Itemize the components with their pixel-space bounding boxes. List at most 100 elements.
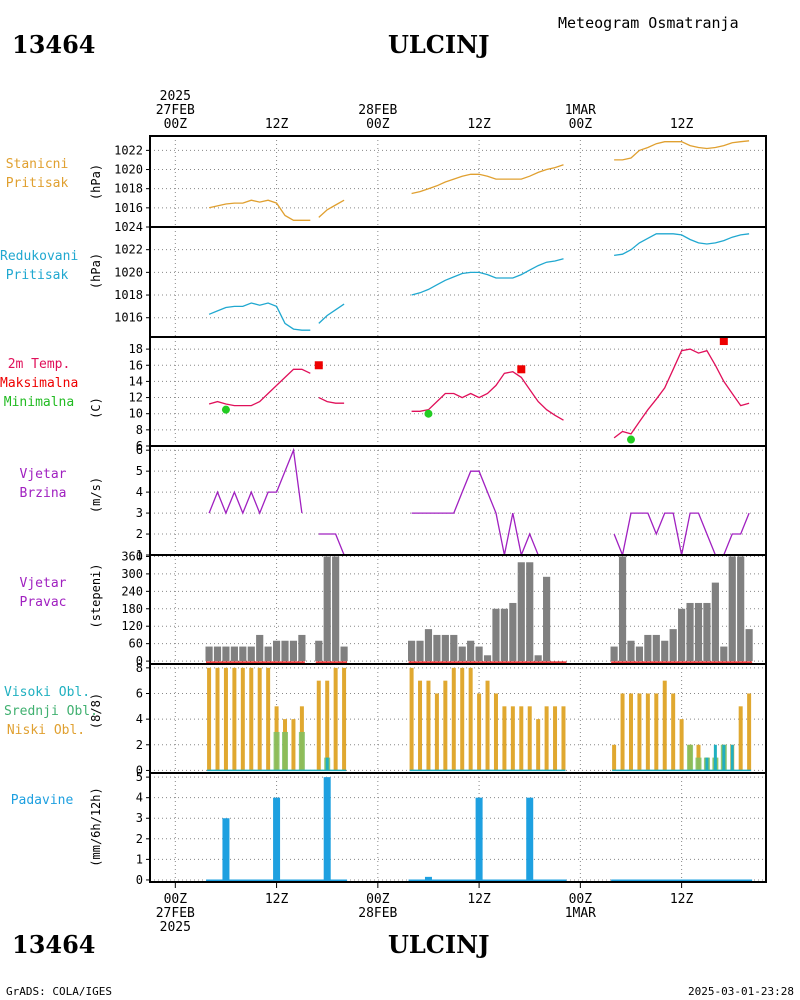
panel-label-wind-speed: Vjetar Brzina bbox=[8, 465, 78, 503]
wind-direction-bar bbox=[669, 629, 677, 662]
panel-label-reduced-pressure: Redukovani Pritisak bbox=[0, 247, 79, 285]
low-cloud-bar bbox=[325, 680, 330, 771]
panel-border bbox=[149, 445, 767, 556]
wind-direction-bar bbox=[652, 634, 660, 662]
low-cloud-bar bbox=[240, 667, 245, 771]
footer-station-id: 13464 bbox=[12, 930, 96, 959]
low-cloud-bar bbox=[409, 667, 414, 771]
mid-cloud-bar bbox=[273, 731, 280, 771]
panel-label-line: Minimalna bbox=[3, 395, 75, 410]
wind-direction-bar bbox=[239, 646, 247, 662]
low-cloud-bar bbox=[679, 719, 684, 771]
precip-bar bbox=[323, 777, 331, 880]
bottom-time-label: 28FEB bbox=[358, 906, 397, 921]
high-cloud-bar bbox=[713, 744, 717, 771]
panel-label-precipitation: Padavine bbox=[4, 791, 80, 810]
low-cloud-bar bbox=[316, 680, 321, 771]
wind-direction-bar bbox=[433, 634, 441, 662]
low-cloud-bar bbox=[342, 667, 347, 771]
wind-direction-bar bbox=[289, 640, 298, 662]
low-cloud-bar bbox=[612, 744, 617, 771]
wind-direction-bar bbox=[509, 602, 517, 662]
low-cloud-bar bbox=[418, 680, 423, 771]
wind-direction-bar bbox=[264, 646, 272, 662]
y-tick-label: 240 bbox=[121, 584, 143, 598]
low-cloud-bar bbox=[434, 693, 439, 771]
wind-direction-bar bbox=[272, 640, 281, 662]
mid-cloud-bar bbox=[282, 731, 289, 771]
wind-direction-bar bbox=[720, 646, 728, 662]
y-tick-label: 6 bbox=[136, 443, 143, 457]
low-cloud-bar bbox=[493, 693, 498, 771]
low-cloud-bar bbox=[654, 693, 659, 771]
y-tick-label: 2 bbox=[136, 738, 143, 752]
panel-wind_speed: 1 2 3 4 5 6 (m/s) bbox=[89, 443, 767, 562]
credit-text: GrADS: COLA/IGES bbox=[6, 985, 112, 998]
y-tick-label: 3 bbox=[136, 506, 143, 520]
bottom-time-label: 12Z bbox=[670, 892, 694, 907]
wind-direction-bar bbox=[247, 646, 255, 662]
low-cloud-bar bbox=[747, 693, 752, 771]
top-time-label: 00Z bbox=[366, 117, 390, 132]
low-cloud-bar bbox=[223, 667, 228, 771]
low-cloud-bar bbox=[291, 719, 296, 771]
low-cloud-bar bbox=[249, 667, 254, 771]
panel-label-line: Stanicni bbox=[5, 157, 69, 172]
y-axis-label: (stepeni) bbox=[89, 563, 103, 628]
panel-label-line: Pritisak bbox=[5, 268, 69, 283]
precip-bar bbox=[273, 797, 281, 880]
low-cloud-bar bbox=[645, 693, 650, 771]
wind-direction-bar bbox=[745, 629, 753, 662]
y-tick-label: 2 bbox=[136, 832, 143, 846]
y-tick-label: 16 bbox=[129, 358, 143, 372]
wind-direction-bar bbox=[298, 634, 306, 662]
y-tick-label: 0 bbox=[136, 873, 143, 887]
panel-label-line: Redukovani bbox=[0, 249, 79, 264]
low-cloud-bar bbox=[502, 706, 507, 771]
wind-direction-bar bbox=[492, 608, 500, 662]
y-tick-label: 1020 bbox=[114, 265, 143, 279]
low-cloud-bar bbox=[696, 744, 701, 771]
wind-direction-bar bbox=[526, 562, 534, 662]
tmax-marker bbox=[314, 361, 323, 370]
top-time-label: 1MAR bbox=[565, 103, 596, 118]
y-tick-label: 5 bbox=[136, 770, 143, 784]
panel-label-line: Padavine bbox=[10, 793, 74, 808]
tmax-marker bbox=[517, 365, 526, 374]
panel-border bbox=[149, 135, 767, 228]
mid-cloud-bar bbox=[687, 744, 694, 771]
y-axis-label: (C) bbox=[89, 397, 103, 419]
top-time-label: 12Z bbox=[265, 117, 289, 132]
y-tick-label: 8 bbox=[136, 423, 143, 437]
wind-direction-bar bbox=[500, 608, 508, 662]
top-time-label: 00Z bbox=[164, 117, 188, 132]
wind-direction-bar bbox=[711, 582, 719, 662]
wind-direction-bar bbox=[416, 640, 424, 662]
precip-bar bbox=[222, 818, 230, 880]
panel-label-line: 2m Temp. bbox=[7, 357, 71, 372]
high-cloud-bar bbox=[705, 757, 709, 771]
low-cloud-bar bbox=[544, 706, 549, 771]
wind-direction-bar bbox=[686, 602, 694, 662]
panel-label-line: Maksimalna bbox=[0, 376, 79, 391]
wind-direction-bar bbox=[517, 562, 525, 662]
wind-direction-bar bbox=[256, 634, 264, 662]
y-tick-label: 8 bbox=[136, 661, 143, 675]
series-line bbox=[411, 258, 564, 296]
panel-border bbox=[149, 226, 767, 338]
y-axis-label: (hPa) bbox=[89, 253, 103, 289]
page-title: Meteogram Osmatranja bbox=[558, 14, 739, 32]
y-tick-label: 6 bbox=[136, 686, 143, 700]
y-tick-label: 3 bbox=[136, 811, 143, 825]
series-line bbox=[318, 199, 345, 218]
low-cloud-bar bbox=[553, 706, 558, 771]
panel-label-line: Vjetar bbox=[19, 467, 67, 482]
y-tick-label: 180 bbox=[121, 602, 143, 616]
bottom-time-label: 2025 bbox=[160, 920, 191, 935]
y-axis-label: (8/8) bbox=[89, 693, 103, 729]
wind-direction-bar bbox=[475, 646, 483, 662]
top-time-label: 2025 bbox=[160, 89, 191, 104]
y-tick-label: 12 bbox=[129, 391, 143, 405]
wind-direction-bar bbox=[627, 640, 635, 662]
